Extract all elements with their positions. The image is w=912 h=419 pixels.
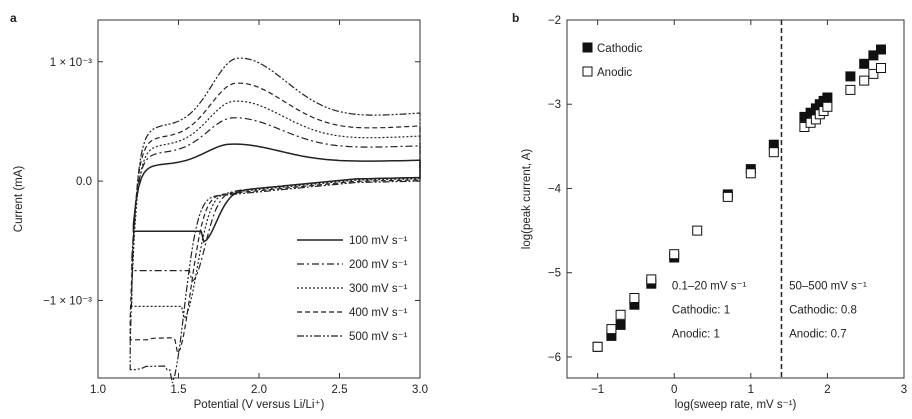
panel-a-cv-chart: 1.0 1.5 2.0 2.5 3.0 1 × 10⁻³ 0.0 −1 × 10⁻³ Poten… — [13, 19, 428, 411]
legend-label-100-mv-s: 100 mV s⁻¹ — [349, 235, 408, 247]
data-point-anodic — [722, 191, 733, 202]
y-tick-label: 1 × 10⁻³ — [50, 57, 92, 69]
y-axis-label: Current (mA) — [13, 166, 25, 233]
data-point-anodic — [606, 324, 617, 335]
annotation-2-line-1: 50–500 mV s⁻¹ — [789, 281, 867, 293]
data-point-anodic — [615, 309, 626, 320]
x-axis-label: Potential (V versus Li/Li⁺) — [194, 399, 325, 411]
cv-curve-400-mv-s — [129, 82, 421, 355]
data-point-anodic — [629, 293, 640, 303]
y-tick-label: −2 — [548, 15, 561, 27]
x-tick-label: 3 — [901, 384, 907, 396]
data-point-anodic — [692, 225, 703, 236]
data-point-anodic — [868, 68, 879, 79]
panel-a-letter: a — [10, 11, 17, 25]
data-point-anodic — [876, 63, 886, 73]
cv-curve-100-mv-s — [132, 143, 421, 244]
annotation-1-line-1: 0.1–20 mV s⁻¹ — [672, 281, 747, 293]
data-point-cathodic — [868, 50, 879, 61]
y-axis-label: log(peak current, A) — [521, 149, 533, 250]
plot-frame — [566, 19, 905, 379]
data-point-cathodic — [615, 319, 626, 330]
y-tick-label: −3 — [548, 99, 561, 111]
data-point-anodic — [745, 168, 756, 179]
panel-b-letter: b — [512, 11, 519, 25]
legend-marker-anodic — [582, 66, 593, 77]
data-point-anodic — [845, 84, 856, 95]
legend-label-200-mv-s: 200 mV s⁻¹ — [349, 259, 408, 271]
data-point-cathodic — [822, 92, 833, 103]
y-tick-label: −6 — [548, 352, 561, 364]
annotation-2-line-2: Cathodic: 0.8 — [789, 305, 857, 317]
data-point-anodic — [646, 274, 657, 285]
y-tick-label: −5 — [548, 268, 561, 280]
data-point-anodic — [859, 75, 870, 86]
x-tick-label: 3.0 — [412, 384, 428, 396]
panel-b-log-plot: −1 0 1 2 3 −2 −3 −4 −5 −6 log(sweep rate, mV s⁻¹) l… — [521, 15, 907, 411]
x-tick-label: 1.0 — [90, 384, 106, 396]
x-tick-label: 2.0 — [251, 384, 267, 396]
x-tick-label: 2.5 — [332, 384, 348, 396]
data-point-anodic — [592, 341, 603, 352]
annotation-1-line-3: Anodic: 1 — [672, 329, 720, 341]
annotation-1-line-2: Cathodic: 1 — [672, 305, 730, 317]
x-tick-label: 1 — [748, 384, 754, 396]
legend-marker-cathodic — [582, 42, 593, 53]
data-point-anodic — [669, 249, 680, 260]
data-point-anodic — [822, 101, 833, 112]
data-point-cathodic — [876, 44, 886, 55]
cv-curve-500-mv-s — [129, 57, 421, 384]
y-tick-label: −1 × 10⁻³ — [43, 295, 92, 307]
legend-label-anodic: Anodic — [597, 67, 632, 79]
data-point-anodic — [768, 147, 779, 158]
x-tick-label: −1 — [591, 384, 604, 396]
legend-label-cathodic: Cathodic — [597, 43, 643, 55]
plot-frame — [97, 19, 421, 379]
x-tick-label: 2 — [824, 384, 830, 396]
legend-label-400-mv-s: 400 mV s⁻¹ — [349, 307, 408, 319]
x-tick-label: 0 — [671, 384, 677, 396]
y-tick-label: 0.0 — [76, 176, 92, 188]
cv-curve-200-mv-s — [131, 117, 421, 283]
x-tick-label: 1.5 — [171, 384, 187, 396]
x-axis-label: log(sweep rate, mV s⁻¹) — [675, 399, 797, 411]
annotation-2-line-3: Anodic: 0.7 — [789, 329, 847, 341]
legend-label-500-mv-s: 500 mV s⁻¹ — [349, 331, 408, 343]
data-point-cathodic — [845, 71, 856, 82]
data-point-cathodic — [859, 58, 870, 69]
y-tick-label: −4 — [548, 183, 562, 195]
legend-label-300-mv-s: 300 mV s⁻¹ — [349, 283, 408, 295]
